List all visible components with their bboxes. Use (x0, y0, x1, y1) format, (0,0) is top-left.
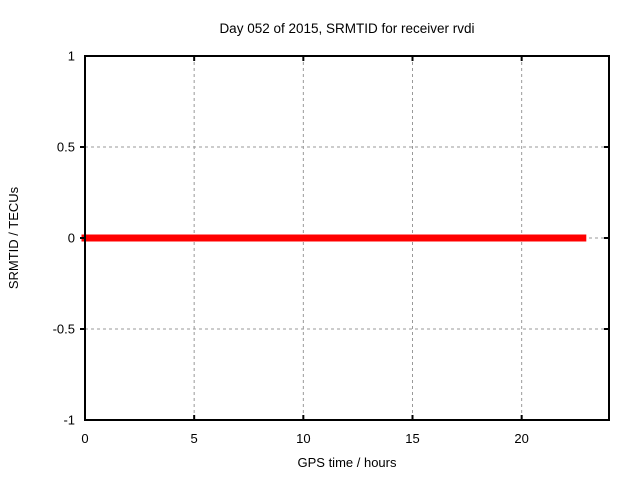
tick-labels: 0 5 10 15 20 -1 -0.5 0 0.5 1 (53, 49, 529, 447)
y-tick-label: 0 (68, 231, 75, 246)
y-tick-label: -0.5 (53, 322, 75, 337)
y-tick-label: 0.5 (57, 140, 75, 155)
x-tick-label: 20 (514, 431, 528, 446)
y-tick-label: 1 (68, 49, 75, 64)
chart-title: Day 052 of 2015, SRMTID for receiver rvd… (219, 21, 474, 36)
plot-frame (84, 55, 610, 421)
y-axis-label: SRMTID / TECUs (6, 186, 21, 289)
x-tick-label: 15 (405, 431, 419, 446)
x-tick-label: 5 (191, 431, 198, 446)
x-tick-label: 0 (81, 431, 88, 446)
x-axis-label: GPS time / hours (298, 455, 397, 470)
x-tick-label: 10 (296, 431, 310, 446)
y-tick-label: -1 (63, 413, 75, 428)
